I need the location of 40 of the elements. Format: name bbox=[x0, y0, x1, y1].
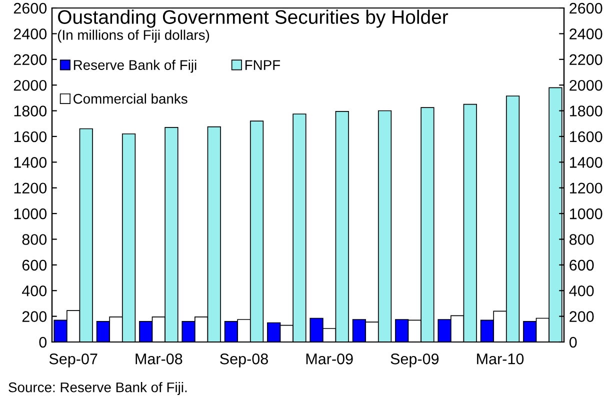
legend-label: Reserve Bank of Fiji bbox=[74, 60, 196, 73]
legend-label: Commercial banks bbox=[74, 94, 188, 104]
x-tick-label: Sep-08 bbox=[220, 354, 268, 368]
x-tick-label: Sep-07 bbox=[49, 354, 98, 368]
y2-tick-label: 200 bbox=[570, 311, 594, 322]
y-tick-label: 1200 bbox=[14, 182, 47, 194]
y-tick-label: 2600 bbox=[14, 2, 47, 14]
text: (In millions of Fiji dollars) bbox=[58, 30, 210, 43]
y-tick-label: 0 bbox=[39, 336, 47, 348]
y2-tick-label: 1800 bbox=[570, 106, 602, 116]
y-tick-label: 1600 bbox=[14, 131, 47, 142]
y-tick-label: 1000 bbox=[14, 208, 47, 220]
y2-tick-label: 1400 bbox=[570, 157, 602, 168]
y-tick-label: 2200 bbox=[14, 54, 47, 66]
y-tick-label: 600 bbox=[22, 260, 47, 271]
source-note: Source: Reserve Bank of Fiji. bbox=[8, 382, 187, 395]
y2-tick-label: 2000 bbox=[570, 80, 602, 91]
y2-tick-label: 1600 bbox=[570, 131, 602, 142]
y2-tick-label: 1000 bbox=[570, 208, 602, 220]
y-tick-label: 1400 bbox=[14, 157, 47, 168]
x-tick-label: Sep-09 bbox=[390, 354, 439, 368]
y-tick-label: 400 bbox=[22, 285, 47, 296]
legend-label: FNPF bbox=[245, 60, 280, 70]
chart-title: Oustanding Government Securities by Holder bbox=[58, 10, 448, 28]
y2-tick-label: 2200 bbox=[570, 54, 602, 66]
x-tick-label: Mar-10 bbox=[477, 354, 524, 364]
y2-tick-label: 600 bbox=[570, 260, 594, 271]
y2-tick-label: 400 bbox=[569, 285, 594, 296]
y-tick-label: 2400 bbox=[14, 28, 47, 40]
y2-tick-label: 0 bbox=[569, 336, 577, 348]
y-tick-label: 200 bbox=[22, 311, 47, 322]
y-tick-label: 800 bbox=[22, 234, 47, 245]
y-tick-label: 1800 bbox=[14, 106, 47, 116]
y2-tick-label: 2600 bbox=[570, 2, 602, 14]
y2-tick-label: 2400 bbox=[570, 28, 602, 40]
y2-tick-label: 1200 bbox=[570, 182, 602, 194]
y2-tick-label: 800 bbox=[570, 234, 594, 245]
x-tick-label: Mar-09 bbox=[306, 354, 353, 364]
y-tick-label: 2000 bbox=[14, 80, 47, 91]
x-tick-label: Mar-08 bbox=[136, 354, 182, 364]
